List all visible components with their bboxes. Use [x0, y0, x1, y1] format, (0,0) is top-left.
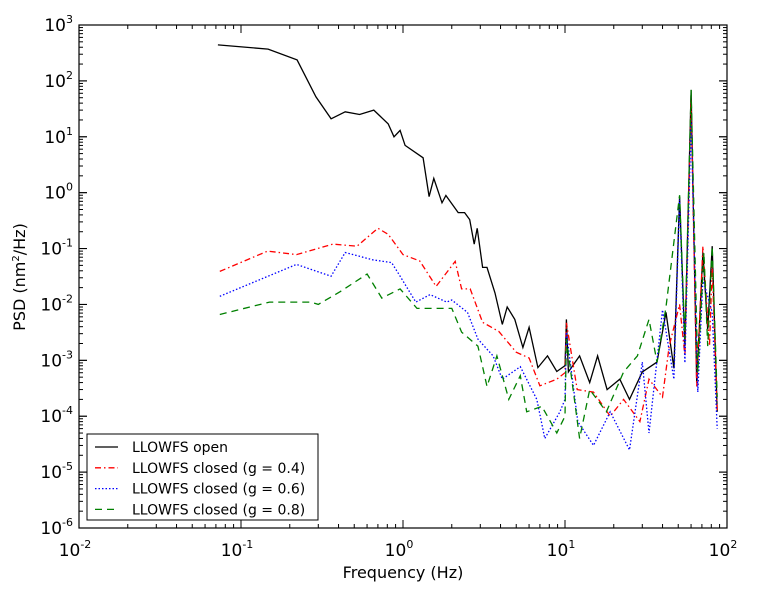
y-tick-label-base: 10: [44, 128, 66, 148]
y-tick-label: 10-5: [40, 460, 73, 483]
y-tick-label-exp: 1: [66, 125, 73, 138]
y-tick-label-base: 10: [44, 72, 66, 92]
x-tick-label: 10-1: [221, 538, 254, 561]
x-tick-label-base: 10: [221, 541, 243, 561]
legend: LLOWFS open LLOWFS closed (g = 0.4) LLOWFS…: [86, 433, 319, 521]
y-tick-label: 101: [44, 125, 73, 148]
y-tick-label-exp: -6: [62, 516, 73, 529]
x-tick-label-exp: -2: [80, 538, 91, 551]
y-tick-label-exp: -4: [62, 404, 73, 417]
y-tick-label-exp: -3: [62, 348, 73, 361]
x-tick-label: 101: [547, 538, 576, 561]
legend-entry: LLOWFS open: [95, 440, 228, 456]
y-tick-label-base: 10: [40, 407, 62, 427]
y-tick-label: 10-2: [40, 292, 73, 315]
y-tick-label: 10-6: [40, 516, 73, 539]
y-tick-label-base: 10: [40, 351, 62, 371]
y-tick-label: 10-3: [40, 348, 73, 371]
y-tick-label-exp: 2: [66, 69, 73, 82]
y-tick-label: 103: [44, 13, 73, 36]
x-tick-label-base: 10: [709, 541, 731, 561]
y-tick-label-exp: -5: [62, 460, 73, 473]
x-tick-label-exp: 2: [730, 538, 737, 551]
legend-label: LLOWFS open: [132, 440, 228, 456]
legend-entry: LLOWFS closed (g = 0.8): [95, 502, 305, 518]
y-tick-label-base: 10: [44, 184, 66, 204]
legend-label: LLOWFS closed (g = 0.4): [132, 461, 305, 477]
y-tick-label-base: 10: [40, 295, 62, 315]
y-axis-label: PSD (nm2/Hz): [10, 223, 29, 331]
ticks-layer: 10-2 10-1 100 101 10210-610-510-410-310-210-…: [40, 13, 737, 561]
x-tick-label-exp: 1: [568, 538, 575, 551]
x-tick-label-base: 10: [547, 541, 569, 561]
series-layer: [217, 44, 718, 453]
x-tick-label-base: 10: [59, 541, 81, 561]
x-tick-label: 100: [385, 538, 414, 561]
y-axis-label-tail: /Hz): [10, 223, 29, 255]
legend-entry: LLOWFS closed (g = 0.6): [95, 482, 305, 498]
y-tick-label-base: 10: [40, 463, 62, 483]
y-tick-label-exp: 3: [66, 13, 73, 26]
legend-label: LLOWFS closed (g = 0.8): [132, 502, 305, 518]
legend-label: LLOWFS closed (g = 0.6): [132, 482, 305, 498]
y-axis-label-main: PSD (nm: [10, 262, 29, 331]
y-tick-label-exp: 0: [66, 181, 73, 194]
y-tick-label: 10-4: [40, 404, 73, 427]
y-tick-label: 102: [44, 69, 73, 92]
x-tick-label: 10-2: [59, 538, 92, 561]
y-tick-label-base: 10: [40, 519, 62, 539]
y-tick-label: 10-1: [40, 237, 73, 260]
y-tick-label-base: 10: [44, 16, 66, 36]
x-tick-label-exp: -1: [242, 538, 253, 551]
y-tick-label: 100: [44, 181, 73, 204]
series-line-2: [219, 99, 718, 424]
legend-box: [86, 433, 319, 521]
y-axis-label-sup: 2: [11, 255, 22, 261]
y-tick-label-exp: -1: [62, 237, 73, 250]
x-tick-label: 102: [709, 538, 738, 561]
y-tick-label-exp: -2: [62, 292, 73, 305]
x-tick-label-base: 10: [385, 541, 407, 561]
series-line-4: [219, 89, 718, 439]
x-axis-label: Frequency (Hz): [343, 563, 464, 582]
legend-entry: LLOWFS closed (g = 0.4): [95, 461, 305, 477]
series-line-1: [217, 44, 718, 412]
y-tick-label-base: 10: [40, 240, 62, 260]
x-tick-label-exp: 0: [406, 538, 413, 551]
series-line-3: [219, 119, 718, 453]
